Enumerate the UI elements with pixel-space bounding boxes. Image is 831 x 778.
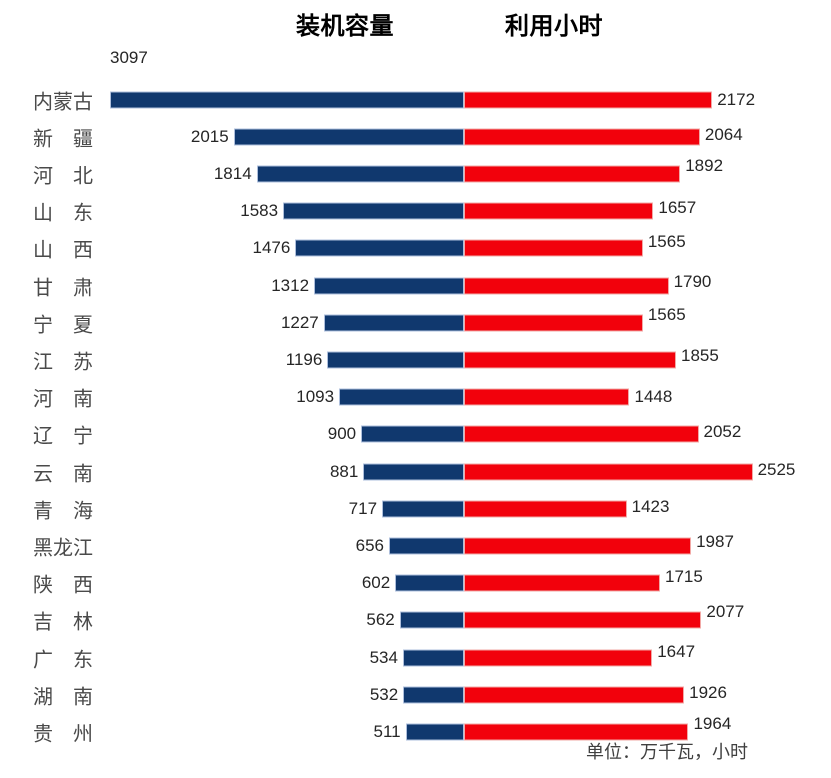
hours-value-label: 1892 — [685, 155, 724, 175]
hours-value-label: 2064 — [704, 124, 743, 144]
capacity-bar — [314, 277, 464, 294]
hours-bar — [464, 277, 669, 294]
hours-bar — [464, 165, 681, 183]
province-label: 甘 肃 — [33, 277, 93, 299]
capacity-bar — [402, 649, 464, 666]
hours-bar — [464, 611, 702, 629]
province-label: 河 南 — [33, 388, 93, 411]
capacity-bar — [395, 574, 464, 592]
hours-bar — [464, 314, 643, 332]
capacity-bar — [110, 91, 464, 108]
capacity-value-label: 717 — [348, 498, 378, 518]
hours-bar — [464, 351, 676, 369]
capacity-bar — [405, 723, 464, 741]
capacity-bar — [295, 239, 464, 257]
hours-value-label: 1715 — [665, 567, 703, 587]
capacity-value-label: 1476 — [252, 238, 291, 258]
capacity-value-label: 562 — [366, 610, 395, 630]
hours-value-label: 1565 — [647, 232, 686, 252]
capacity-bar — [361, 425, 464, 443]
hours-value-label: 1565 — [647, 304, 686, 324]
series-title-capacity: 装机容量 — [296, 13, 394, 40]
hours-bar — [464, 425, 699, 443]
capacity-value-label: 656 — [355, 535, 385, 555]
province-label: 山 西 — [33, 239, 93, 262]
province-label: 辽 宁 — [33, 425, 93, 448]
hours-value-label: 2052 — [703, 422, 742, 442]
capacity-value-label: 532 — [369, 684, 399, 704]
capacity-value-label: 1814 — [213, 163, 252, 183]
hours-bar — [464, 649, 653, 666]
province-label: 吉 林 — [33, 611, 93, 634]
hours-bar — [464, 239, 643, 257]
hours-bar — [464, 388, 630, 406]
province-label: 宁 夏 — [33, 314, 93, 337]
hours-bar — [464, 202, 654, 220]
province-label: 湖 南 — [33, 686, 93, 709]
capacity-value-label-first: 3097 — [110, 48, 148, 67]
province-label: 广 东 — [33, 649, 93, 671]
capacity-value-label: 2015 — [190, 126, 229, 146]
hours-value-label: 1423 — [631, 496, 670, 516]
hours-value-label: 1964 — [693, 713, 732, 733]
hours-bar — [464, 128, 700, 146]
hours-value-label: 1855 — [681, 345, 719, 365]
capacity-value-label: 1312 — [271, 275, 310, 295]
hours-value-label: 1657 — [658, 198, 697, 218]
province-label: 陕 西 — [33, 574, 93, 597]
unit-note: 单位：万千瓦，小时 — [586, 742, 748, 762]
hours-value-label: 1647 — [657, 641, 696, 661]
hours-bar — [464, 686, 685, 704]
capacity-bar — [399, 611, 464, 629]
province-label: 贵 州 — [33, 723, 93, 746]
hours-bar — [464, 574, 660, 592]
capacity-bar — [256, 165, 464, 183]
capacity-value-label: 900 — [327, 424, 357, 444]
hours-bar — [464, 723, 689, 741]
capacity-bar — [403, 686, 464, 704]
capacity-value-label: 881 — [329, 461, 359, 481]
series-title-hours: 利用小时 — [505, 13, 603, 40]
province-label: 内蒙古 — [33, 91, 93, 113]
hours-value-label: 1926 — [689, 682, 727, 702]
capacity-bar — [323, 314, 464, 332]
capacity-value-label: 511 — [373, 721, 401, 741]
hours-value-label: 1448 — [634, 387, 673, 407]
hours-bar — [464, 500, 627, 518]
province-label: 黑龙江 — [33, 537, 93, 560]
hours-bar — [464, 537, 692, 555]
province-label: 河 北 — [33, 165, 93, 188]
capacity-value-label: 602 — [361, 573, 391, 593]
capacity-value-label: 1196 — [285, 349, 323, 369]
hours-bar — [464, 463, 753, 480]
capacity-bar — [283, 202, 464, 220]
province-label: 新 疆 — [33, 128, 93, 151]
province-label: 云 南 — [33, 463, 93, 485]
hours-value-label: 2172 — [717, 89, 756, 109]
hours-value-label: 2077 — [706, 602, 745, 622]
province-label: 青 海 — [33, 500, 93, 523]
capacity-value-label: 1583 — [240, 201, 279, 221]
capacity-bar — [339, 388, 464, 406]
capacity-bar — [363, 463, 464, 480]
capacity-value-label: 1093 — [296, 387, 335, 407]
hours-value-label: 1790 — [673, 271, 712, 291]
capacity-value-label: 1227 — [280, 312, 319, 332]
hours-value-label: 1987 — [696, 531, 734, 551]
capacity-value-label: 534 — [369, 647, 398, 667]
hours-bar — [464, 91, 713, 108]
capacity-bar — [327, 351, 464, 369]
capacity-bar — [389, 537, 464, 555]
province-label: 江 苏 — [33, 351, 93, 374]
province-label: 山 东 — [33, 202, 93, 225]
hours-value-label: 2525 — [757, 459, 796, 479]
capacity-bar — [233, 128, 464, 146]
capacity-bar — [382, 500, 464, 518]
